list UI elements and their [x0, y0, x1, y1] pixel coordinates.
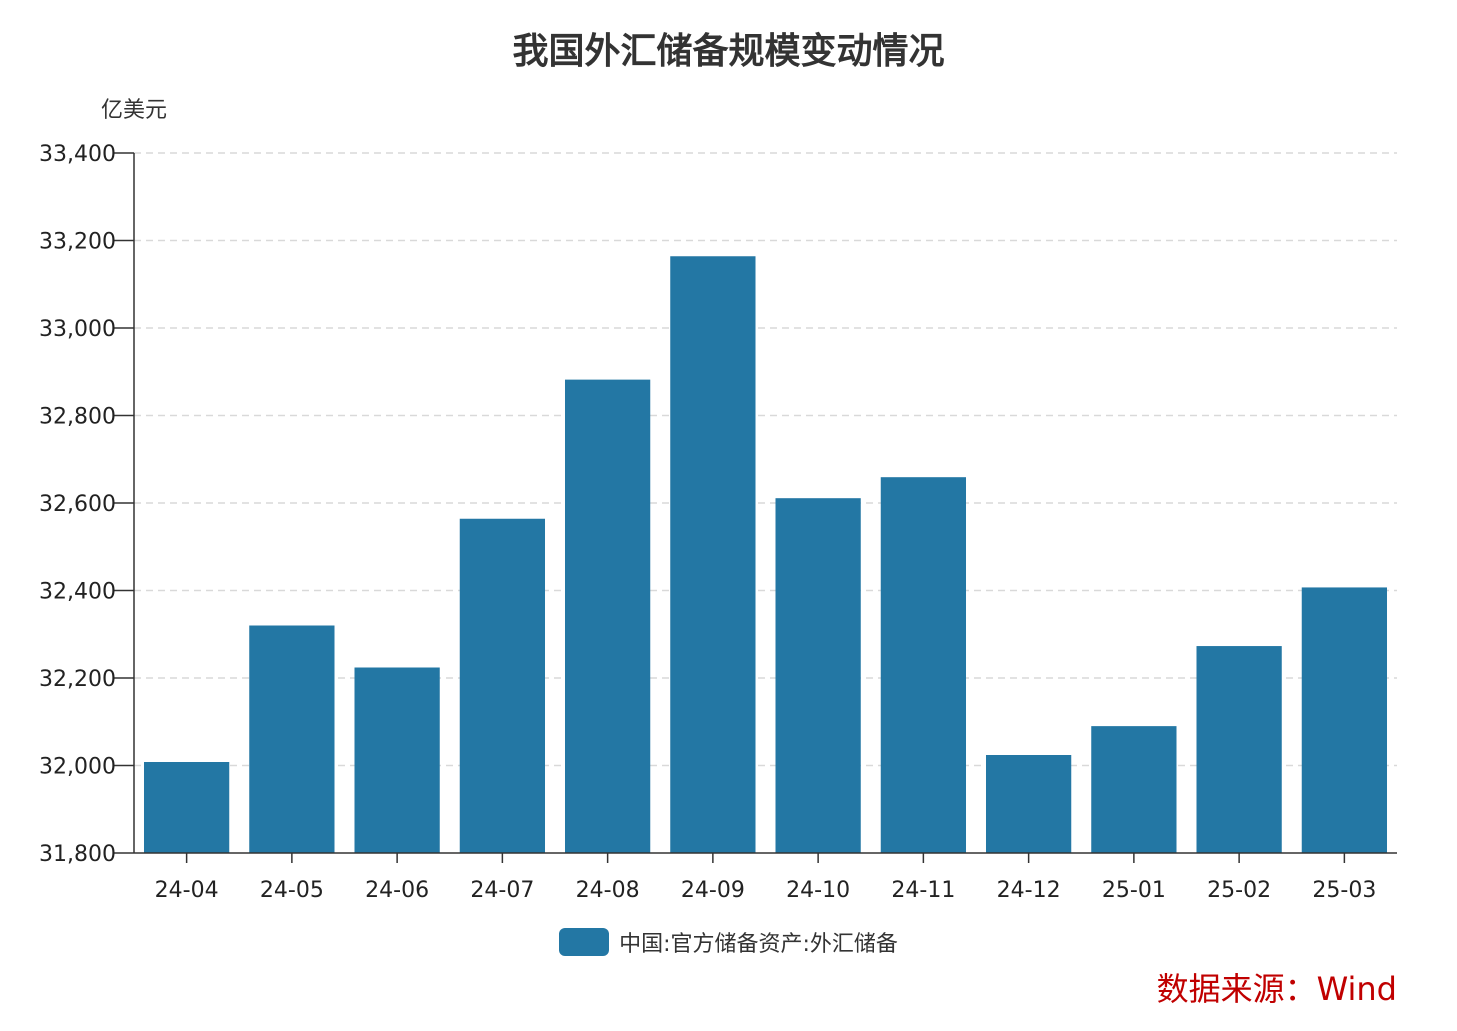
x-tick-label: 24-06 [365, 878, 429, 903]
bar [143, 762, 230, 853]
y-axis-unit-label: 亿美元 [101, 98, 167, 123]
x-tick-label: 24-04 [155, 878, 219, 903]
y-tick-label: 32,200 [39, 667, 116, 692]
grid-lines [134, 152, 1397, 767]
x-tick-label: 24-07 [470, 878, 534, 903]
y-tick-label: 31,800 [39, 842, 116, 867]
x-tick-label: 24-10 [786, 878, 850, 903]
bar [880, 477, 967, 853]
legend-label: 中国:官方储备资产:外汇储备 [619, 932, 898, 957]
bar [670, 256, 756, 853]
y-tick-label: 32,600 [39, 492, 116, 517]
axes: 31,800 32,000 32,200 32,400 32,600 32,800 33,0… [39, 142, 1397, 903]
x-tick-label: 24-09 [681, 878, 745, 903]
x-tick-label: 25-03 [1312, 878, 1376, 903]
y-tick-label: 33,000 [39, 317, 116, 342]
y-tick-label: 33,400 [39, 142, 116, 167]
bar [249, 625, 335, 853]
bar [459, 518, 546, 853]
bar [985, 755, 1072, 853]
x-tick-label: 24-08 [576, 878, 640, 903]
bar [1091, 726, 1177, 853]
y-tick-label: 32,400 [39, 580, 116, 605]
x-tick-label: 25-01 [1102, 878, 1166, 903]
bar [354, 667, 440, 853]
legend-swatch [559, 928, 610, 956]
x-tick-label: 25-02 [1207, 878, 1271, 903]
y-tick-label: 33,200 [39, 230, 116, 255]
x-tick-label: 24-11 [891, 878, 955, 903]
x-tick-label: 24-12 [997, 878, 1061, 903]
legend[interactable]: 中国:官方储备资产:外汇储备 [0, 926, 1457, 958]
x-tick-label: 24-05 [260, 878, 324, 903]
bar [564, 379, 651, 853]
bars [143, 256, 1388, 853]
y-tick-label: 32,800 [39, 405, 116, 430]
bar [775, 498, 861, 853]
chart-title: 我国外汇储备规模变动情况 [512, 31, 945, 72]
bar [1196, 646, 1282, 853]
y-tick-label: 32,000 [39, 755, 116, 780]
source-note: 数据来源：Wind [1156, 970, 1397, 1008]
bar [1301, 587, 1388, 853]
